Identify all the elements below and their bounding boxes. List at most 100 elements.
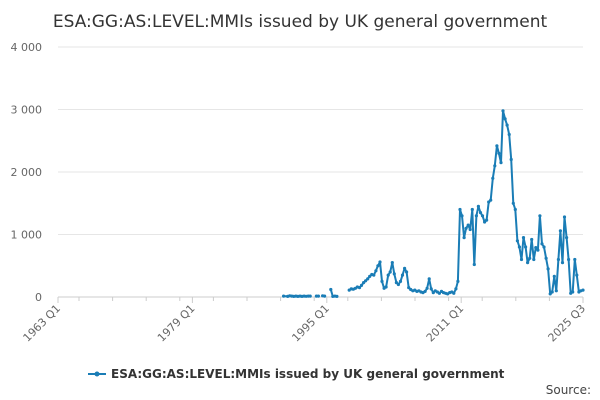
- data-point[interactable]: [489, 198, 493, 202]
- data-point[interactable]: [507, 132, 511, 137]
- data-point[interactable]: [501, 109, 505, 113]
- data-point[interactable]: [519, 257, 524, 262]
- data-point[interactable]: [335, 294, 339, 298]
- data-point[interactable]: [394, 281, 398, 285]
- data-point[interactable]: [495, 144, 499, 148]
- data-point[interactable]: [364, 279, 368, 283]
- data-point[interactable]: [376, 264, 380, 268]
- data-point[interactable]: [423, 289, 427, 293]
- data-point[interactable]: [536, 248, 540, 252]
- data-point[interactable]: [454, 287, 458, 291]
- data-point[interactable]: [359, 283, 364, 287]
- data-point[interactable]: [558, 229, 563, 233]
- data-point[interactable]: [466, 223, 470, 227]
- data-point[interactable]: [497, 151, 501, 155]
- data-point[interactable]: [538, 214, 542, 218]
- data-point[interactable]: [544, 256, 548, 260]
- data-point[interactable]: [581, 288, 585, 292]
- data-point[interactable]: [398, 279, 403, 283]
- data-point[interactable]: [390, 261, 394, 265]
- data-point[interactable]: [548, 292, 552, 296]
- data-point[interactable]: [505, 123, 509, 127]
- data-point[interactable]: [476, 204, 480, 208]
- data-point[interactable]: [503, 117, 507, 121]
- data-point[interactable]: [472, 262, 476, 267]
- data-point[interactable]: [493, 164, 497, 168]
- data-point[interactable]: [427, 277, 431, 281]
- data-point[interactable]: [562, 215, 567, 219]
- data-point[interactable]: [524, 245, 528, 249]
- data-point[interactable]: [483, 220, 487, 224]
- data-point[interactable]: [565, 236, 569, 240]
- data-point[interactable]: [470, 207, 474, 212]
- data-point[interactable]: [573, 257, 577, 262]
- x-tick-label: 2025 Q3: [546, 302, 589, 345]
- data-point[interactable]: [392, 272, 396, 276]
- data-point[interactable]: [521, 236, 526, 240]
- data-point[interactable]: [554, 289, 558, 293]
- data-point[interactable]: [550, 290, 554, 294]
- data-point[interactable]: [316, 294, 320, 298]
- data-point[interactable]: [552, 274, 556, 278]
- data-point[interactable]: [400, 273, 405, 277]
- data-point[interactable]: [386, 273, 390, 277]
- data-point[interactable]: [368, 274, 372, 278]
- data-point[interactable]: [474, 214, 478, 218]
- data-point[interactable]: [388, 270, 392, 274]
- data-point[interactable]: [407, 286, 411, 290]
- data-point[interactable]: [509, 157, 513, 162]
- data-point[interactable]: [366, 277, 370, 281]
- legend[interactable]: ESA:GG:AS:LEVEL:MMIs issued by UK genera…: [88, 367, 505, 381]
- data-point[interactable]: [528, 256, 532, 260]
- data-point[interactable]: [546, 267, 550, 271]
- y-tick-label: 1 000: [11, 229, 43, 242]
- data-point[interactable]: [456, 279, 460, 283]
- data-point[interactable]: [499, 161, 503, 165]
- data-point[interactable]: [532, 257, 536, 262]
- data-point[interactable]: [405, 270, 409, 274]
- data-point[interactable]: [491, 176, 495, 180]
- data-point[interactable]: [534, 246, 538, 250]
- data-point[interactable]: [478, 211, 483, 215]
- data-point[interactable]: [429, 287, 433, 291]
- data-point[interactable]: [464, 226, 468, 230]
- data-point[interactable]: [374, 269, 378, 273]
- data-point[interactable]: [282, 294, 286, 298]
- data-point[interactable]: [542, 245, 546, 249]
- data-point[interactable]: [511, 201, 515, 205]
- data-point[interactable]: [384, 285, 388, 289]
- data-point[interactable]: [396, 282, 400, 287]
- data-point[interactable]: [480, 214, 485, 218]
- data-point[interactable]: [468, 227, 472, 232]
- data-point[interactable]: [560, 261, 565, 265]
- data-point[interactable]: [308, 294, 312, 298]
- data-point[interactable]: [403, 266, 407, 270]
- data-point[interactable]: [329, 287, 333, 292]
- data-point[interactable]: [517, 245, 522, 249]
- data-point[interactable]: [530, 237, 534, 242]
- data-point[interactable]: [567, 257, 571, 262]
- legend-label: ESA:GG:AS:LEVEL:MMIs issued by UK genera…: [111, 367, 505, 381]
- data-point[interactable]: [487, 200, 491, 204]
- data-point[interactable]: [485, 218, 489, 222]
- data-point[interactable]: [437, 291, 441, 295]
- data-point[interactable]: [526, 261, 530, 265]
- data-point[interactable]: [513, 207, 517, 212]
- y-tick-label: 4 000: [11, 41, 43, 54]
- data-point[interactable]: [515, 239, 520, 243]
- data-point[interactable]: [571, 290, 575, 294]
- data-point[interactable]: [357, 286, 362, 290]
- data-point[interactable]: [540, 242, 544, 246]
- data-point[interactable]: [575, 273, 579, 277]
- data-point[interactable]: [425, 286, 429, 290]
- data-point[interactable]: [452, 291, 456, 295]
- x-tick-label: 1979 Q1: [155, 302, 198, 345]
- data-point[interactable]: [462, 236, 466, 240]
- data-point[interactable]: [323, 294, 327, 298]
- data-point[interactable]: [556, 257, 561, 262]
- data-point[interactable]: [372, 273, 376, 277]
- data-point[interactable]: [458, 207, 462, 212]
- data-point[interactable]: [378, 260, 382, 264]
- data-point[interactable]: [380, 279, 384, 283]
- data-point[interactable]: [460, 214, 464, 218]
